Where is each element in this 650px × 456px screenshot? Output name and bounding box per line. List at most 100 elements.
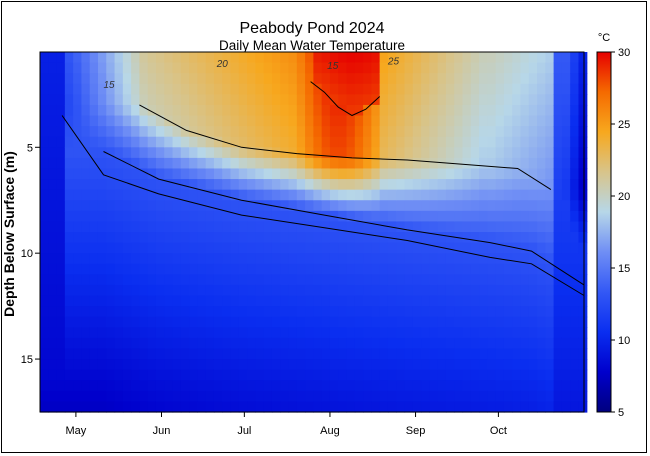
heatmap-cell	[106, 147, 116, 159]
heatmap-cell	[421, 369, 430, 381]
heatmap-cell	[180, 52, 190, 64]
heatmap-cell	[313, 189, 323, 201]
heatmap-cell	[147, 189, 157, 201]
heatmap-cell	[122, 115, 132, 127]
heatmap-cell	[131, 327, 141, 339]
heatmap-cell	[288, 359, 298, 371]
heatmap-cell	[503, 94, 513, 106]
heatmap-cell	[503, 253, 513, 265]
heatmap-cell	[106, 284, 116, 297]
heatmap-cell	[371, 327, 381, 339]
heatmap-cell	[114, 401, 124, 413]
heatmap-cell	[147, 104, 157, 117]
heatmap-cell	[412, 52, 422, 64]
heatmap-cell	[537, 200, 546, 212]
heatmap-cell	[180, 401, 190, 413]
heatmap-cell	[222, 157, 232, 170]
heatmap-cell	[354, 157, 364, 170]
heatmap-cell	[313, 401, 323, 413]
heatmap-cell	[479, 83, 488, 95]
heatmap-cell	[487, 274, 497, 286]
heatmap-cell	[528, 147, 538, 159]
heatmap-cell	[462, 380, 472, 392]
heatmap-cell	[387, 359, 397, 371]
heatmap-cell	[379, 316, 389, 328]
heatmap-cell	[495, 189, 505, 201]
heatmap-cell	[213, 168, 223, 180]
heatmap-cell	[528, 52, 538, 64]
heatmap-cell	[421, 94, 430, 106]
heatmap-cell	[139, 253, 149, 265]
heatmap-cell	[545, 189, 555, 201]
heatmap-cell	[247, 126, 256, 138]
heatmap-cell	[321, 348, 331, 360]
isotherm-line-1	[139, 104, 552, 191]
heatmap-cell	[578, 136, 588, 148]
heatmap-cell	[503, 380, 513, 392]
heatmap-cell	[404, 94, 414, 106]
heatmap-cell	[114, 359, 124, 371]
heatmap-cell	[296, 126, 306, 138]
heatmap-cell	[561, 168, 571, 180]
heatmap-cell	[570, 380, 580, 392]
heatmap-cell	[578, 274, 588, 286]
heatmap-cell	[64, 380, 74, 392]
heatmap-cell	[81, 94, 91, 106]
heatmap-cell	[421, 380, 430, 392]
heatmap-cell	[213, 295, 223, 307]
heatmap-cell	[429, 200, 439, 212]
heatmap-cell	[553, 221, 563, 233]
heatmap-cell	[56, 401, 66, 413]
heatmap-cell	[247, 73, 256, 85]
heatmap-cell	[247, 253, 256, 265]
heatmap-cell	[238, 390, 248, 403]
heatmap-cell	[570, 306, 580, 318]
heatmap-cell	[106, 94, 116, 106]
heatmap-cell	[147, 380, 157, 392]
heatmap-cell	[172, 189, 182, 201]
heatmap-cell	[40, 168, 49, 180]
heatmap-cell	[271, 232, 281, 244]
heatmap-cell	[487, 168, 497, 180]
heatmap-cell	[180, 348, 190, 360]
heatmap-cell	[379, 62, 389, 74]
heatmap-cell	[462, 232, 472, 244]
heatmap-cell	[354, 136, 364, 148]
heatmap-cell	[487, 242, 497, 254]
heatmap-cell	[396, 189, 406, 201]
heatmap-cell	[280, 380, 290, 392]
heatmap-cell	[89, 200, 99, 212]
heatmap-cell	[180, 94, 190, 106]
heatmap-cell	[131, 295, 141, 307]
heatmap-cell	[363, 390, 372, 403]
heatmap-cell	[139, 83, 149, 95]
heatmap-cell	[321, 253, 331, 265]
heatmap-cell	[180, 104, 190, 117]
heatmap-cell	[131, 136, 141, 148]
heatmap-cell	[48, 253, 58, 265]
heatmap-cell	[97, 327, 107, 339]
heatmap-cell	[81, 401, 91, 413]
heatmap-cell	[512, 369, 522, 381]
heatmap-cell	[396, 390, 406, 403]
heatmap-cell	[321, 390, 331, 403]
heatmap-cell	[338, 189, 348, 201]
heatmap-cell	[404, 221, 414, 233]
heatmap-cell	[56, 62, 66, 74]
heatmap-cell	[396, 73, 406, 85]
heatmap-cell	[131, 115, 141, 127]
heatmap-cell	[213, 147, 223, 159]
heatmap-cell	[288, 348, 298, 360]
heatmap-cell	[454, 274, 464, 286]
heatmap-cell	[561, 104, 571, 117]
heatmap-cell	[537, 115, 546, 127]
heatmap-cell	[520, 316, 530, 328]
heatmap-cell	[313, 104, 323, 117]
heatmap-cell	[56, 390, 66, 403]
heatmap-cell	[197, 115, 207, 127]
heatmap-cell	[230, 157, 240, 170]
heatmap-cell	[147, 274, 157, 286]
heatmap-cell	[329, 232, 339, 244]
heatmap-cell	[421, 284, 430, 297]
heatmap-cell	[404, 253, 414, 265]
